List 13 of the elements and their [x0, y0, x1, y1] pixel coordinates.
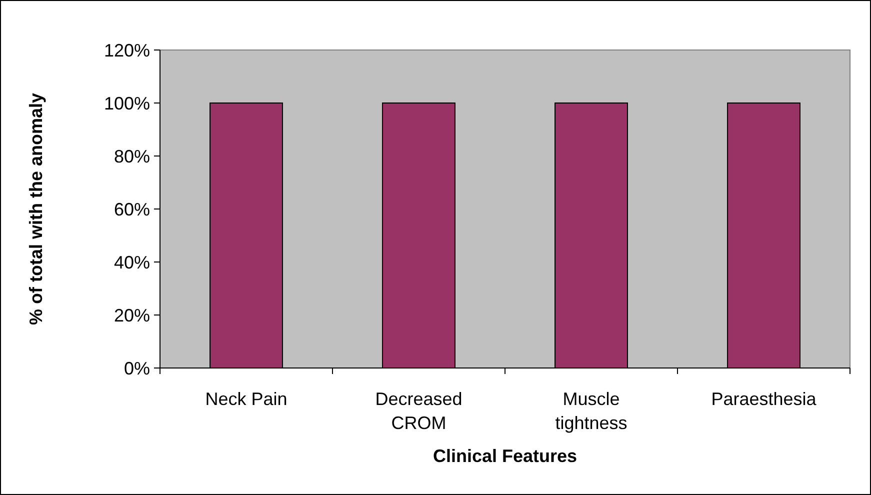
- y-tick-label: 60%: [114, 199, 150, 220]
- y-axis-title: % of total with the anomaly: [26, 92, 46, 326]
- x-tick-label: Paraesthesia: [711, 389, 818, 409]
- x-tick-label: Muscle tightness: [555, 389, 628, 433]
- x-axis-title: Clinical Features: [432, 446, 578, 466]
- y-tick-label: 100%: [104, 93, 150, 114]
- y-tick-label: 40%: [114, 252, 150, 272]
- y-tick-label: 20%: [114, 305, 150, 326]
- y-tick-label: 0%: [124, 358, 150, 378]
- x-tick-label: Neck Pain: [205, 389, 288, 409]
- y-tick-label: 80%: [114, 146, 150, 166]
- x-tick-label: Decreased CROM: [375, 389, 462, 433]
- y-tick-label: 120%: [104, 40, 150, 60]
